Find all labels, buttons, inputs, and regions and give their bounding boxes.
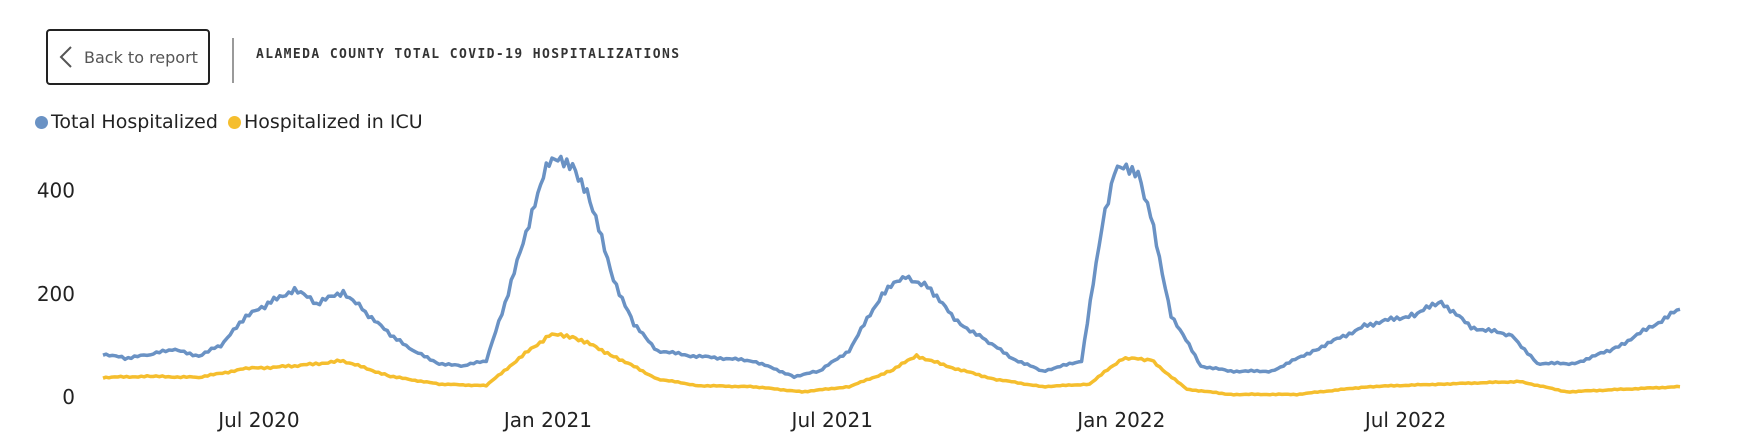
legend-item-hospitalized-in-icu[interactable]: Hospitalized in ICU xyxy=(227,111,423,133)
x-tick-label: Jan 2021 xyxy=(502,408,592,432)
x-tick-label: Jul 2021 xyxy=(790,408,873,432)
header-divider xyxy=(232,38,234,83)
series-line-total-hospitalized xyxy=(102,154,1681,380)
legend-marker-hospitalized-in-icu xyxy=(227,115,241,129)
back-to-report-label: Back to report xyxy=(84,47,198,67)
page-title: ALAMEDA COUNTY TOTAL COVID-19 HOSPITALIZ… xyxy=(256,47,681,62)
legend-label-hospitalized-in-icu: Hospitalized in ICU xyxy=(243,111,423,133)
chart-legend: Total Hospitalized Hospitalized in ICU xyxy=(35,111,433,133)
legend-label-total-hospitalized: Total Hospitalized xyxy=(51,111,218,133)
y-tick-label: 0 xyxy=(62,385,75,409)
legend-item-total-hospitalized[interactable]: Total Hospitalized xyxy=(35,111,218,133)
series-line-hospitalized-in-icu xyxy=(102,332,1681,397)
y-tick-label: 200 xyxy=(37,282,75,306)
back-to-report-button[interactable]: Back to report xyxy=(46,29,210,85)
legend-marker-total-hospitalized xyxy=(35,115,48,129)
x-tick-label: Jul 2022 xyxy=(1363,408,1446,432)
x-tick-label: Jul 2020 xyxy=(216,408,299,432)
x-tick-label: Jan 2022 xyxy=(1075,408,1165,432)
chevron-left-icon xyxy=(48,31,84,83)
y-tick-label: 400 xyxy=(37,179,75,203)
